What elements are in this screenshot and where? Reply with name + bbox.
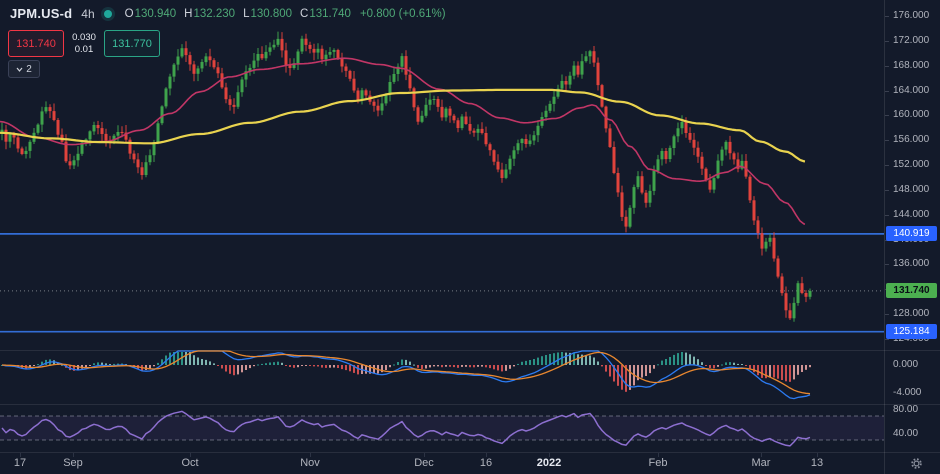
price-tick-mark <box>885 264 889 265</box>
spread-top: 0.030 <box>72 31 96 43</box>
gear-icon <box>910 458 922 469</box>
time-axis-label: Dec <box>414 457 434 469</box>
price-axis-separator <box>884 0 885 474</box>
time-tick-mark <box>658 453 659 457</box>
price-tick-mark <box>885 165 889 166</box>
time-tick-mark <box>310 453 311 457</box>
time-tick-mark <box>190 453 191 457</box>
chart-canvas[interactable] <box>0 0 884 452</box>
time-axis-label: Feb <box>648 457 668 469</box>
spread-bottom: 0.01 <box>74 43 94 55</box>
low-value: 130.800 <box>250 7 293 20</box>
price-tick-label: 144.000 <box>893 209 930 220</box>
chevron-down-icon <box>16 67 23 72</box>
indicators-collapse-button[interactable]: 2 <box>8 60 40 78</box>
interval-label[interactable]: 4h <box>81 6 95 21</box>
ohlc-values: O130.940 H132.230 L130.800 C131.740 <box>125 8 351 20</box>
last-price-label: 131.740 <box>886 283 937 298</box>
price-tick-mark <box>885 140 889 141</box>
price-tick-label: 128.000 <box>893 308 930 319</box>
level-price-label: 140.919 <box>886 226 937 241</box>
price-tick-label: 168.000 <box>893 60 930 71</box>
price-tick-label: 136.000 <box>893 258 930 269</box>
price-tick-label: 156.000 <box>893 134 930 145</box>
price-tick-mark <box>885 339 889 340</box>
spread-values: 0.030 0.01 <box>69 32 99 56</box>
trade-panel: 131.740 0.030 0.01 131.770 <box>8 30 160 57</box>
close-label: C <box>300 7 309 20</box>
close-value: 131.740 <box>309 7 351 20</box>
open-value: 130.940 <box>134 7 177 20</box>
time-axis-separator <box>0 452 940 453</box>
level-price-label: 125.184 <box>886 324 937 339</box>
price-tick-mark <box>885 190 889 191</box>
time-axis-label: Mar <box>751 457 771 469</box>
open-label: O <box>124 7 134 20</box>
price-tick-label: 160.000 <box>893 109 930 120</box>
rsi-tick-label: 80.00 <box>893 404 919 415</box>
price-tick-label: 172.000 <box>893 35 930 46</box>
time-axis[interactable]: 17 Sep Oct Nov Dec 16 2022 Feb Mar 13 <box>0 453 940 474</box>
chart-legend: JPM.US-d 4h O130.940 H132.230 L130.800 C… <box>10 6 446 21</box>
market-status-icon <box>103 9 112 18</box>
price-tick-mark <box>885 66 889 67</box>
high-value: 132.230 <box>193 7 236 20</box>
price-axis[interactable]: 176.000 172.000 168.000 164.000 160.000 156.0… <box>885 0 940 452</box>
price-tick-label: 176.000 <box>893 10 930 21</box>
pane-resize-handle[interactable] <box>0 404 940 405</box>
sell-button[interactable]: 131.740 <box>8 30 64 57</box>
low-label: L <box>243 7 250 20</box>
price-tick-mark <box>885 91 889 92</box>
indicators-count: 2 <box>26 63 32 75</box>
time-tick-mark <box>20 453 21 457</box>
price-tick-mark <box>885 314 889 315</box>
price-tick-label: 148.000 <box>893 184 930 195</box>
pane-resize-handle[interactable] <box>0 350 940 351</box>
chart-settings-button[interactable] <box>905 455 927 472</box>
price-tick-mark <box>885 41 889 42</box>
price-tick-label: 152.000 <box>893 159 930 170</box>
change-value: +0.800 (+0.61%) <box>359 7 446 20</box>
macd-tick-label: 0.000 <box>893 359 919 370</box>
price-tick-mark <box>885 16 889 17</box>
time-tick-mark <box>817 453 818 457</box>
time-tick-mark <box>486 453 487 457</box>
high-label: H <box>184 7 193 20</box>
macd-tick-label: -4.000 <box>893 387 922 398</box>
time-tick-mark <box>549 453 550 457</box>
price-tick-mark <box>885 115 889 116</box>
time-axis-label: 13 <box>810 457 824 469</box>
rsi-tick-label: 40.00 <box>893 428 919 439</box>
buy-button[interactable]: 131.770 <box>104 30 160 57</box>
time-axis-label: Oct <box>181 457 199 469</box>
price-tick-label: 164.000 <box>893 85 930 96</box>
time-axis-label: Nov <box>300 457 320 469</box>
time-axis-label: 2022 <box>536 457 562 469</box>
time-axis-label: 16 <box>479 457 493 469</box>
time-tick-mark <box>424 453 425 457</box>
time-tick-mark <box>73 453 74 457</box>
time-tick-mark <box>761 453 762 457</box>
price-tick-mark <box>885 215 889 216</box>
time-axis-label: 17 <box>13 457 27 469</box>
time-axis-label: Sep <box>63 457 83 469</box>
symbol-title[interactable]: JPM.US-d <box>10 6 73 21</box>
